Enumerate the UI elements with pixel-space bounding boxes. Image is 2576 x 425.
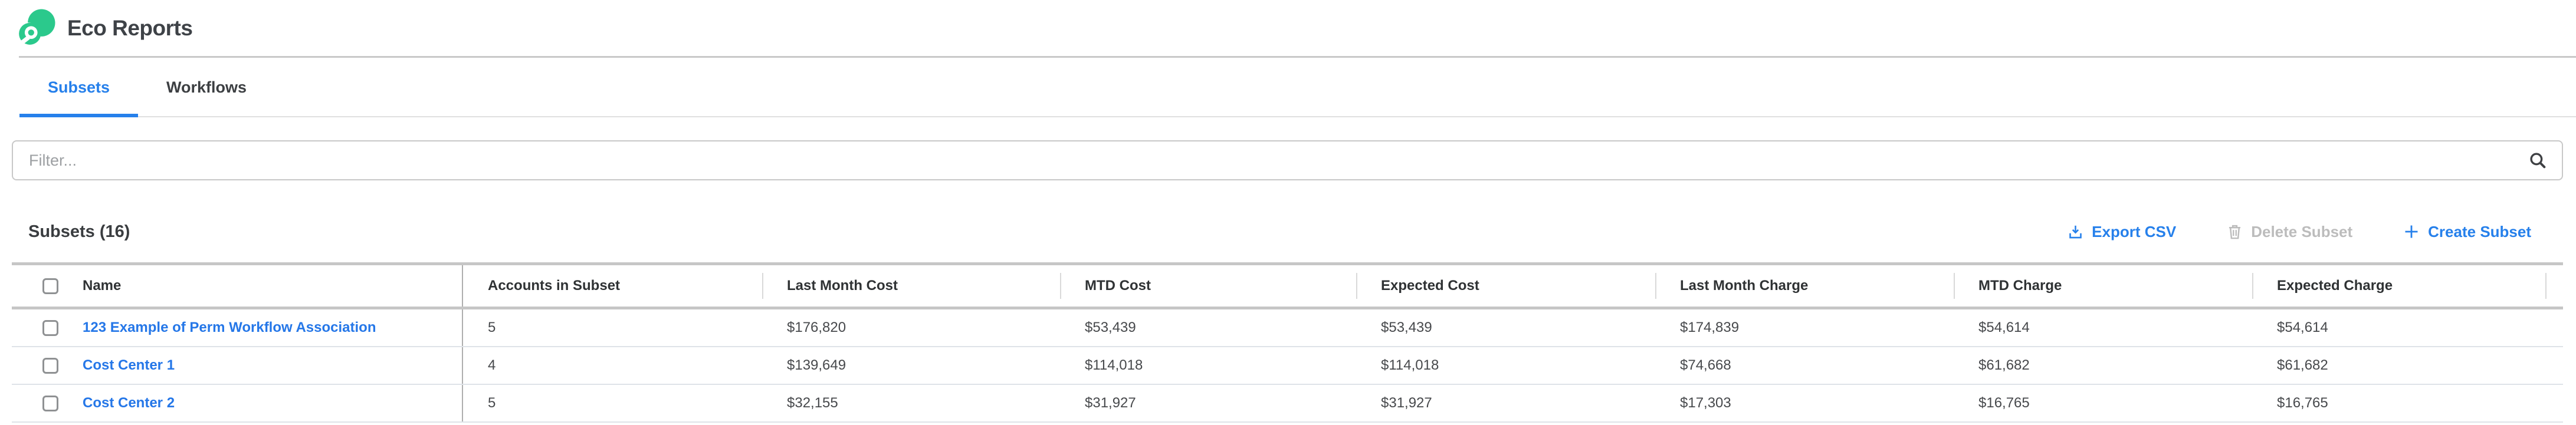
tab-subsets[interactable]: Subsets — [19, 58, 139, 117]
row-checkbox-cell — [12, 385, 77, 421]
column-header-accounts-in-subset[interactable]: Accounts in Subset — [488, 278, 621, 294]
last-month-cost-cell: $32,155 — [787, 395, 838, 411]
export-csv-label: Export CSV — [2092, 222, 2177, 240]
filter-input[interactable] — [12, 140, 2563, 180]
subset-name-link[interactable]: 123 Example of Perm Workflow Association — [83, 319, 376, 335]
last-month-cost-cell: $176,820 — [787, 319, 846, 335]
delete-subset-label: Delete Subset — [2251, 222, 2353, 240]
toolbar: Export CSV Delete Subset Create Subset — [2068, 223, 2531, 241]
row-checkbox[interactable] — [42, 395, 58, 411]
eco-logo-icon — [17, 9, 55, 48]
column-header-mtd-charge[interactable]: MTD Charge — [1954, 265, 2252, 307]
expected-charge-cell: $16,765 — [2277, 395, 2328, 411]
name-cell: Cost Center 1 — [77, 347, 463, 384]
trash-icon — [2229, 225, 2241, 239]
column-header-last-month-cost[interactable]: Last Month Cost — [762, 265, 1060, 307]
name-cell: Cost Center 2 — [77, 385, 463, 421]
mtd-charge-cell: $16,765 — [1978, 395, 2030, 411]
table-row: Cost Center 1 4 $139,649 $114,018 $114,0… — [12, 347, 2563, 385]
accounts-in-subset-cell: 4 — [488, 357, 496, 373]
tab-workflows-label: Workflows — [166, 78, 247, 96]
tab-workflows[interactable]: Workflows — [138, 58, 275, 117]
expected-cost-cell: $114,018 — [1381, 357, 1439, 373]
row-spacer — [2545, 347, 2563, 384]
column-header-name[interactable]: Name — [77, 265, 463, 307]
accounts-in-subset-cell: 5 — [488, 319, 496, 335]
tab-bar: Subsets Workflows — [0, 58, 2576, 117]
download-icon — [2069, 225, 2082, 238]
export-csv-button[interactable]: Export CSV — [2068, 223, 2176, 241]
row-spacer — [2545, 309, 2563, 346]
expected-cost-cell: $31,927 — [1381, 395, 1432, 411]
row-checkbox-cell — [12, 347, 77, 384]
row-checkbox[interactable] — [42, 319, 58, 336]
filter-bar — [12, 140, 2563, 180]
mtd-charge-cell: $61,682 — [1978, 357, 2030, 373]
subset-name-link[interactable]: Cost Center 1 — [83, 357, 175, 373]
column-header-expected-charge[interactable]: Expected Charge — [2252, 265, 2545, 307]
create-subset-label: Create Subset — [2428, 222, 2531, 240]
table-body: 123 Example of Perm Workflow Association… — [12, 309, 2563, 423]
table-row: Cost Center 2 5 $32,155 $31,927 $31,927 … — [12, 385, 2563, 423]
header-divider — [19, 56, 2576, 58]
expected-charge-cell: $54,614 — [2277, 319, 2328, 335]
name-cell: 123 Example of Perm Workflow Association — [77, 309, 463, 346]
app-header: Eco Reports — [0, 0, 2576, 56]
create-subset-button[interactable]: Create Subset — [2403, 223, 2531, 241]
expected-charge-cell: $61,682 — [2277, 357, 2328, 373]
mtd-cost-cell: $53,439 — [1085, 319, 1136, 335]
header-spacer — [2545, 265, 2563, 307]
column-header-expected-cost[interactable]: Expected Cost — [1356, 265, 1655, 307]
page-title: Eco Reports — [67, 15, 193, 40]
accounts-in-subset-cell: 5 — [488, 395, 496, 411]
last-month-charge-cell: $17,303 — [1680, 395, 1731, 411]
table-row: 123 Example of Perm Workflow Association… — [12, 309, 2563, 347]
expected-cost-cell: $53,439 — [1381, 319, 1432, 335]
column-header-mtd-cost[interactable]: MTD Cost — [1060, 265, 1356, 307]
last-month-charge-cell: $174,839 — [1680, 319, 1740, 335]
section-bar: Subsets (16) Export CSV Delete Subset — [0, 215, 2576, 249]
tab-subsets-label: Subsets — [48, 78, 110, 96]
plus-icon — [2405, 225, 2418, 238]
row-checkbox[interactable] — [42, 357, 58, 374]
subset-name-link[interactable]: Cost Center 2 — [83, 395, 175, 411]
mtd-cost-cell: $114,018 — [1085, 357, 1143, 373]
last-month-charge-cell: $74,668 — [1680, 357, 1731, 373]
mtd-cost-cell: $31,927 — [1085, 395, 1136, 411]
row-checkbox-cell — [12, 309, 77, 346]
last-month-cost-cell: $139,649 — [787, 357, 846, 373]
select-all-checkbox[interactable] — [42, 278, 58, 294]
table-header: Name Accounts in Subset Last Month Cost … — [12, 262, 2563, 309]
column-header-last-month-charge[interactable]: Last Month Charge — [1655, 265, 1954, 307]
row-spacer — [2545, 385, 2563, 421]
header-checkbox-cell — [12, 265, 77, 307]
mtd-charge-cell: $54,614 — [1978, 319, 2030, 335]
section-title: Subsets (16) — [28, 222, 130, 241]
subsets-table: Name Accounts in Subset Last Month Cost … — [12, 262, 2563, 423]
delete-subset-button[interactable]: Delete Subset — [2227, 223, 2352, 241]
